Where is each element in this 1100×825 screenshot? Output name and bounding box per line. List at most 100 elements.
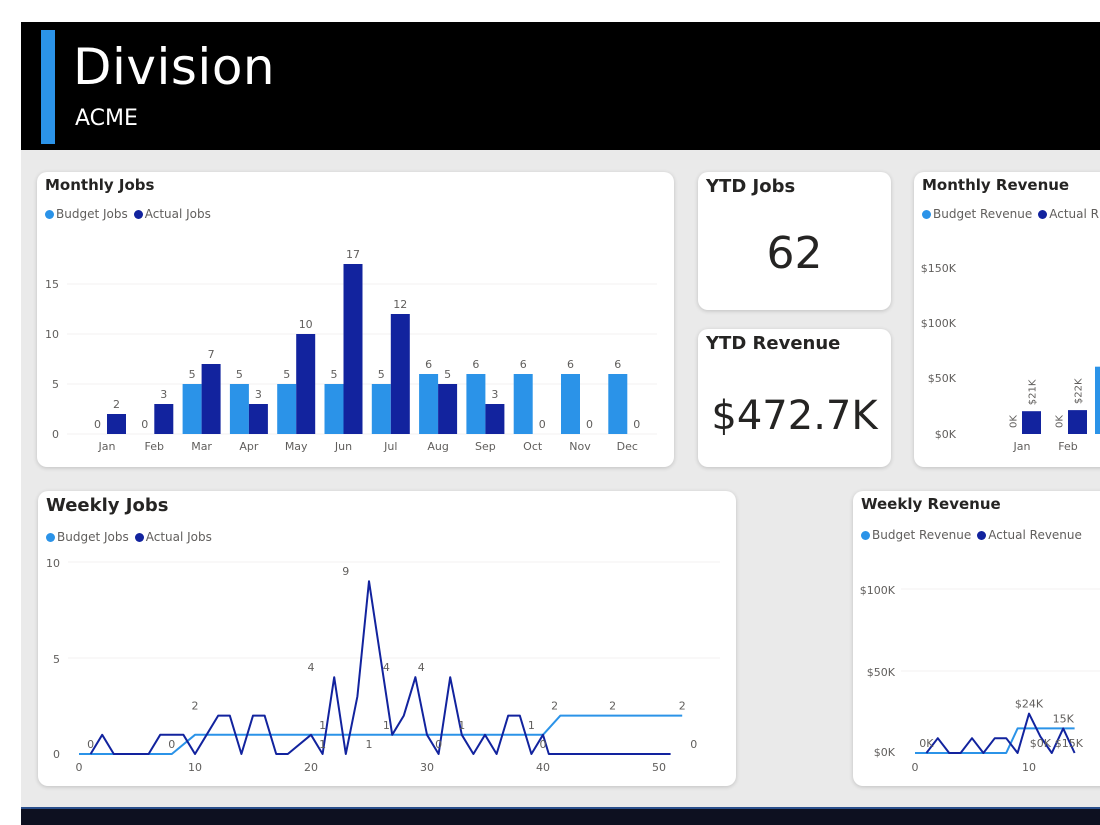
data-label: 10 bbox=[299, 318, 313, 331]
x-tick-label: Nov bbox=[569, 440, 591, 453]
weekly-revenue-card[interactable]: Weekly Revenue Budget Revenue Actual Rev… bbox=[853, 491, 1100, 786]
data-label: 5 bbox=[283, 368, 290, 381]
x-tick-label: 0 bbox=[76, 761, 83, 774]
monthly-jobs-title: Monthly Jobs bbox=[45, 176, 155, 194]
legend-item-actual-jobs[interactable]: Actual Jobs bbox=[133, 207, 211, 221]
ytd-jobs-value: 62 bbox=[766, 228, 823, 279]
data-label: 6 bbox=[520, 358, 527, 371]
data-label: 0 bbox=[633, 418, 640, 431]
data-label: 0K bbox=[1055, 415, 1066, 428]
x-tick-label: Feb bbox=[1058, 440, 1077, 453]
bar-actual-jobs bbox=[201, 364, 221, 434]
y-tick-label: 10 bbox=[45, 328, 59, 341]
weekly-jobs-legend[interactable]: Budget Jobs Actual Jobs bbox=[46, 530, 212, 544]
weekly-jobs-card[interactable]: Weekly Jobs Budget Jobs Actual Jobs 0 5 … bbox=[38, 491, 736, 786]
bar-actual-revenue bbox=[1068, 410, 1087, 434]
data-label: 0 bbox=[539, 418, 546, 431]
x-tick-label: Jun bbox=[334, 440, 352, 453]
data-label: 5 bbox=[444, 368, 451, 381]
bar-actual-jobs bbox=[343, 264, 363, 434]
dashboard-canvas: Division ACME Monthly Jobs Budget Jobs A… bbox=[21, 22, 1100, 825]
data-label: 7 bbox=[208, 348, 215, 361]
data-label: 5 bbox=[189, 368, 196, 381]
page-subtitle: ACME bbox=[75, 106, 138, 131]
y-tick-label: $100K bbox=[921, 317, 957, 330]
monthly-revenue-title: Monthly Revenue bbox=[922, 176, 1070, 194]
bar-budget-jobs bbox=[324, 384, 344, 434]
legend-label-budget: Budget Revenue bbox=[933, 207, 1033, 221]
bar-budget-jobs bbox=[277, 384, 297, 434]
x-tick-label: Sep bbox=[475, 440, 496, 453]
data-label: 6 bbox=[567, 358, 574, 371]
data-label: 0 bbox=[435, 738, 442, 751]
weekly-revenue-legend[interactable]: Budget Revenue Actual Revenue bbox=[861, 528, 1082, 542]
data-label: 0 bbox=[690, 738, 697, 751]
bar-budget-jobs bbox=[419, 374, 439, 434]
legend-item-budget-jobs[interactable]: Budget Jobs bbox=[45, 207, 128, 221]
legend-item-budget-revenue[interactable]: Budget Revenue bbox=[861, 528, 971, 542]
x-tick-label: 10 bbox=[188, 761, 202, 774]
legend-label-budget: Budget Revenue bbox=[872, 528, 972, 542]
bar-budget-jobs bbox=[561, 374, 580, 434]
data-label: 1 bbox=[528, 719, 535, 732]
legend-dot-actual bbox=[134, 532, 144, 542]
ytd-revenue-title: YTD Revenue bbox=[706, 333, 841, 354]
weekly-jobs-title: Weekly Jobs bbox=[46, 495, 169, 516]
monthly-revenue-card[interactable]: Monthly Revenue Budget Revenue Actual R … bbox=[914, 172, 1100, 467]
data-label: 1 bbox=[458, 719, 465, 732]
data-label: 2 bbox=[192, 700, 199, 713]
data-label: 4 bbox=[308, 661, 315, 674]
bar-budget-jobs bbox=[466, 374, 486, 434]
legend-dot-actual bbox=[977, 530, 987, 540]
ytd-jobs-card[interactable]: YTD Jobs 62 bbox=[698, 172, 891, 310]
data-label: 5 bbox=[236, 368, 243, 381]
legend-label-budget: Budget Jobs bbox=[57, 530, 129, 544]
x-tick-label: Apr bbox=[239, 440, 259, 453]
x-tick-label: Dec bbox=[617, 440, 638, 453]
data-label: 0 bbox=[586, 418, 593, 431]
x-tick-label: 40 bbox=[536, 761, 550, 774]
x-tick-label: 0 bbox=[912, 761, 919, 774]
monthly-jobs-card[interactable]: Monthly Jobs Budget Jobs Actual Jobs 0 5… bbox=[37, 172, 674, 467]
bar-budget-jobs bbox=[608, 374, 628, 434]
legend-item-budget-jobs[interactable]: Budget Jobs bbox=[46, 530, 129, 544]
monthly-revenue-chart: $0K $50K $100K $150K 0K$21KJan0K$22KFeb6… bbox=[921, 262, 1100, 453]
y-tick-label: $50K bbox=[867, 666, 896, 679]
x-tick-label: Jan bbox=[1013, 440, 1031, 453]
x-tick-label: Jul bbox=[383, 440, 397, 453]
bar-actual-revenue bbox=[1022, 411, 1041, 434]
legend-item-budget-revenue[interactable]: Budget Revenue bbox=[922, 207, 1032, 221]
y-tick-label: $0K bbox=[935, 428, 957, 441]
data-label: 2 bbox=[609, 700, 616, 713]
bar-actual-jobs bbox=[248, 404, 268, 434]
x-tick-label: Feb bbox=[145, 440, 164, 453]
data-label: 3 bbox=[491, 388, 498, 401]
data-label: 2 bbox=[679, 700, 686, 713]
data-label: 9 bbox=[342, 565, 349, 578]
bar-actual-jobs bbox=[390, 314, 410, 434]
monthly-revenue-legend[interactable]: Budget Revenue Actual R bbox=[922, 207, 1099, 221]
y-tick-label: $0K bbox=[874, 746, 896, 759]
data-label: 6 bbox=[425, 358, 432, 371]
x-tick-label: 50 bbox=[652, 761, 666, 774]
legend-item-actual-revenue[interactable]: Actual Revenue bbox=[977, 528, 1082, 542]
ytd-revenue-card[interactable]: YTD Revenue $472.7K bbox=[698, 329, 891, 467]
monthly-jobs-chart: 0 5 10 15 02Jan03Feb57Mar53Apr510May517J… bbox=[45, 248, 657, 453]
data-label: $0K bbox=[1030, 737, 1052, 750]
data-label: 15K bbox=[1053, 712, 1075, 725]
bar-actual-jobs bbox=[438, 384, 458, 434]
data-label: 0 bbox=[168, 738, 175, 751]
legend-item-actual-revenue[interactable]: Actual R bbox=[1038, 207, 1099, 221]
data-label: 6 bbox=[472, 358, 479, 371]
data-label: 4 bbox=[418, 661, 425, 674]
ytd-jobs-title: YTD Jobs bbox=[706, 176, 796, 197]
ytd-revenue-value: $472.7K bbox=[711, 393, 878, 439]
monthly-jobs-legend[interactable]: Budget Jobs Actual Jobs bbox=[45, 207, 211, 221]
legend-item-actual-jobs[interactable]: Actual Jobs bbox=[134, 530, 212, 544]
y-tick-label: 0 bbox=[52, 428, 59, 441]
legend-dot-budget bbox=[45, 209, 54, 219]
line-actual bbox=[925, 712, 1076, 754]
data-label: 0 bbox=[94, 418, 101, 431]
line-actual bbox=[89, 580, 671, 755]
